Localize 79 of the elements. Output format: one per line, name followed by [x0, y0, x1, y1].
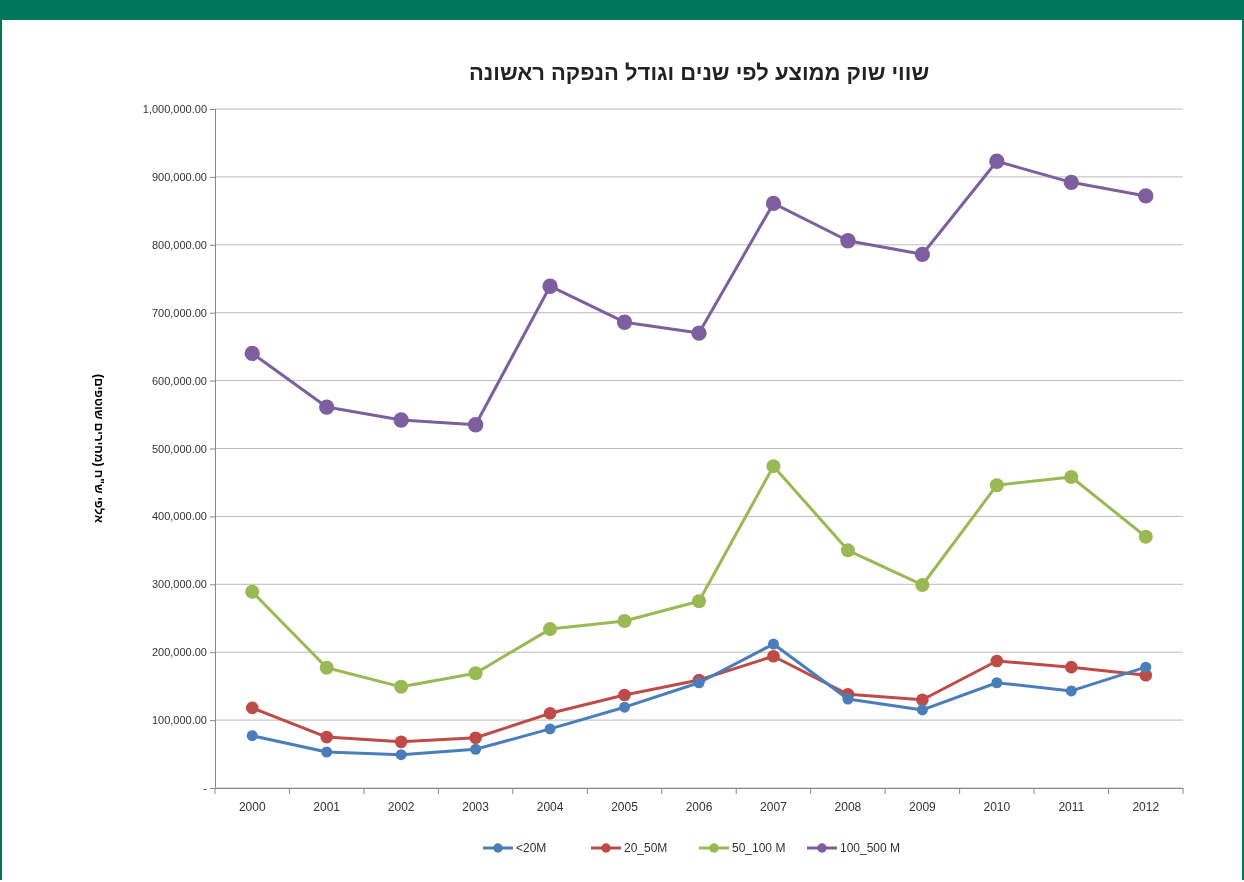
- x-tick-label: 2002: [387, 799, 415, 814]
- point: [244, 345, 260, 362]
- x-tick-label: 2007: [760, 799, 788, 814]
- y-tick-label: -: [203, 782, 208, 795]
- point: [618, 688, 631, 702]
- point: [619, 701, 631, 713]
- point: [840, 543, 855, 558]
- y-tick-label: 700,000.00: [151, 306, 207, 319]
- point: [1138, 188, 1154, 204]
- x-tick-label: 2010: [983, 799, 1011, 814]
- point: [470, 743, 482, 755]
- point: [767, 649, 780, 663]
- point: [989, 478, 1004, 493]
- x-tick-label: 2000: [238, 799, 266, 814]
- legend-label: 50_100 M: [732, 841, 786, 855]
- point: [319, 399, 335, 415]
- x-tick-label: 2006: [685, 799, 713, 814]
- y-tick-label: 400,000.00: [151, 510, 207, 523]
- point: [767, 638, 779, 650]
- point: [991, 677, 1003, 689]
- point: [245, 701, 259, 715]
- y-tick-label: 100,000.00: [151, 714, 207, 727]
- x-tick-label: 2011: [1058, 799, 1085, 814]
- point: [915, 577, 930, 592]
- x-tick-label: 2009: [909, 799, 937, 814]
- point: [1063, 174, 1079, 190]
- point: [989, 153, 1005, 169]
- point: [542, 278, 558, 294]
- point: [616, 314, 633, 330]
- point: [1064, 470, 1079, 485]
- point: [1065, 660, 1078, 674]
- chart-title: שווי שוק ממוצע לפי שנים וגודל הנפקה ראשונה: [468, 60, 930, 85]
- point: [1140, 661, 1152, 673]
- point: [320, 730, 333, 744]
- point: [990, 654, 1004, 668]
- y-tick-label: 600,000.00: [151, 374, 207, 387]
- point: [914, 246, 931, 262]
- x-tick-label: 2004: [536, 799, 564, 814]
- point: [321, 746, 333, 758]
- point: [395, 749, 407, 761]
- point: [842, 693, 854, 705]
- legend-label: <20M: [516, 841, 547, 855]
- point: [467, 417, 484, 433]
- point: [543, 707, 557, 720]
- y-tick-label: 500,000.00: [151, 442, 207, 455]
- point: [394, 735, 408, 749]
- y-tick-label: 1,000,000.00: [142, 103, 207, 116]
- y-tick-label: 300,000.00: [151, 578, 207, 591]
- x-tick-label: 2001: [313, 799, 341, 814]
- point: [1065, 685, 1077, 697]
- y-tick-label: 200,000.00: [151, 646, 207, 659]
- point: [543, 622, 558, 637]
- point: [916, 704, 928, 716]
- y-tick-label: 800,000.00: [151, 238, 207, 251]
- y-axis-title: אלפי ש"ח (מחירים שוטפים): [92, 374, 106, 523]
- point: [617, 613, 632, 628]
- point: [319, 660, 334, 675]
- point: [1138, 529, 1153, 544]
- legend-label: 20_50M: [624, 841, 668, 855]
- point: [916, 693, 929, 707]
- point: [469, 731, 482, 745]
- point: [394, 679, 409, 694]
- legend-label: 100_500 M: [840, 841, 901, 855]
- point: [246, 730, 258, 742]
- point: [393, 412, 409, 428]
- point: [544, 723, 556, 735]
- x-tick-label: 2003: [462, 799, 490, 814]
- x-tick-label: 2012: [1132, 799, 1160, 814]
- point: [693, 677, 705, 689]
- x-tick-label: 2008: [834, 799, 862, 814]
- point: [840, 233, 856, 249]
- point: [245, 584, 260, 599]
- x-tick-label: 2005: [611, 799, 639, 814]
- point: [468, 666, 483, 681]
- point: [691, 594, 707, 609]
- point: [766, 459, 781, 474]
- point: [765, 195, 782, 212]
- point: [691, 325, 707, 341]
- y-tick-label: 900,000.00: [151, 170, 207, 183]
